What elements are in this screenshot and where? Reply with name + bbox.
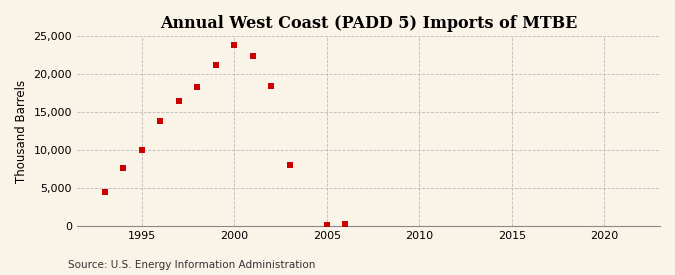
Point [284, 163, 295, 167]
Point [155, 119, 166, 123]
Point [321, 222, 332, 227]
Point [173, 98, 184, 103]
Point [136, 148, 147, 152]
Point [266, 83, 277, 88]
Point [118, 165, 129, 170]
Point [192, 85, 202, 89]
Point [229, 42, 240, 47]
Point [248, 54, 259, 58]
Point [99, 189, 110, 194]
Point [211, 63, 221, 67]
Y-axis label: Thousand Barrels: Thousand Barrels [15, 79, 28, 183]
Text: Source: U.S. Energy Information Administration: Source: U.S. Energy Information Administ… [68, 260, 315, 270]
Title: Annual West Coast (PADD 5) Imports of MTBE: Annual West Coast (PADD 5) Imports of MT… [160, 15, 577, 32]
Point [340, 221, 351, 226]
